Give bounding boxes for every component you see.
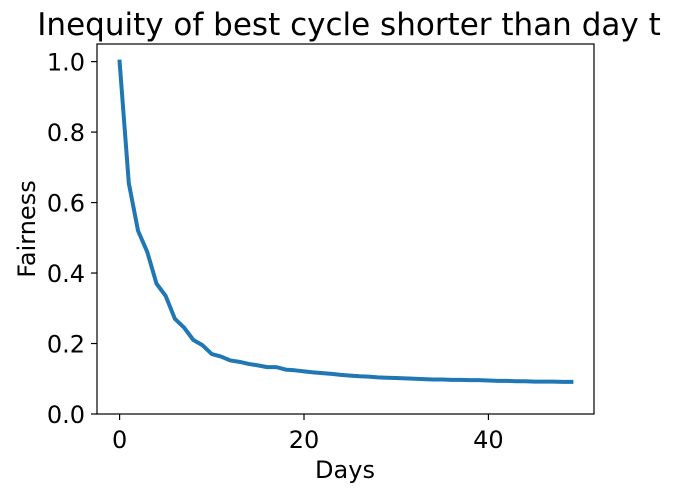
series-line-0 xyxy=(117,59,574,384)
y-tick-label: 0.6 xyxy=(47,190,85,218)
plot-frame xyxy=(96,43,595,415)
y-tick-label: 0.2 xyxy=(47,331,85,359)
series-layer xyxy=(117,59,574,384)
x-tick-label: 20 xyxy=(289,426,320,454)
x-axis-ticks: 0 20 40 xyxy=(112,414,504,454)
y-tick-label: 0.8 xyxy=(47,119,85,147)
x-axis-label: Days xyxy=(315,456,375,484)
x-tick-label: 0 xyxy=(112,426,127,454)
x-tick-label: 40 xyxy=(473,426,504,454)
y-axis-ticks: 0.0 0.2 0.4 0.6 0.8 1.0 xyxy=(47,49,97,429)
y-tick-label: 0.4 xyxy=(47,260,85,288)
y-tick-label: 1.0 xyxy=(47,49,85,77)
y-axis-label: Fairness xyxy=(13,180,41,277)
y-tick-label: 0.0 xyxy=(47,401,85,429)
chart-title: Inequity of best cycle shorter than day … xyxy=(37,7,660,43)
